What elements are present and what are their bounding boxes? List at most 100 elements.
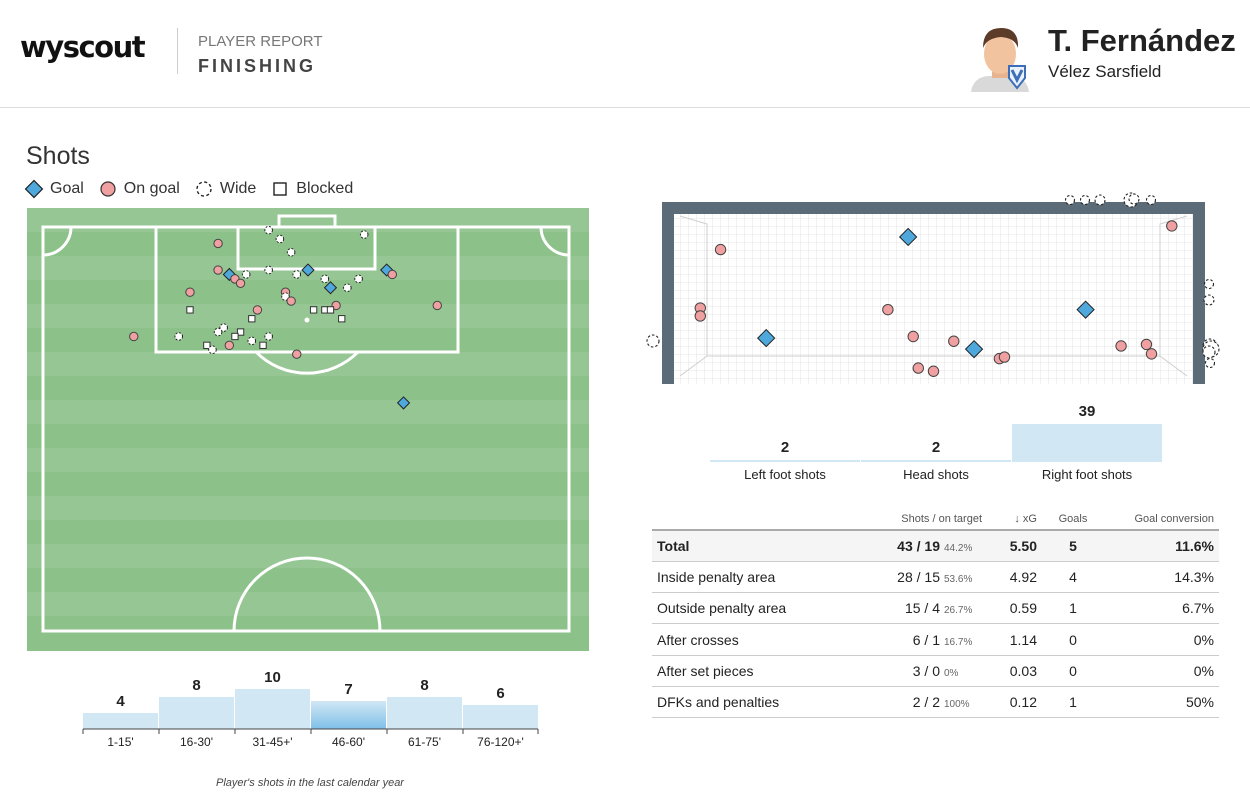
wide-dashed-circle-icon — [196, 181, 212, 197]
shot-on-goal-mark — [129, 331, 139, 342]
on-goal-circle-icon — [100, 181, 116, 197]
shot-wide-mark — [292, 270, 302, 279]
row-conversion: 0% — [1104, 654, 1219, 687]
shot-on-goal-mark — [694, 310, 706, 322]
bar-category-label: 76-120+' — [477, 735, 524, 749]
bar-minute-interval — [235, 689, 310, 729]
shot-on-goal-mark — [912, 362, 924, 374]
col-shots: Shots / on target — [901, 512, 982, 525]
bar-body-part — [710, 460, 860, 462]
row-shots: 3 / 0 0% — [852, 654, 987, 687]
shot-wide-mark — [241, 270, 251, 279]
row-xg: 5.50 — [987, 528, 1042, 562]
row-shots: 28 / 15 53.6% — [852, 560, 987, 593]
row-goals: 0 — [1042, 654, 1104, 687]
player-team: Vélez Sarsfield — [1048, 62, 1162, 81]
velez-crest-icon — [1008, 65, 1026, 90]
row-goals: 4 — [1042, 560, 1104, 593]
shot-blocked-mark — [231, 332, 239, 341]
row-shots: 2 / 2 100% — [852, 685, 987, 719]
header-divider — [177, 28, 178, 74]
legend-blocked-label: Blocked — [296, 180, 354, 197]
bar-category-label: 31-45+' — [253, 735, 293, 749]
shot-wide-mark — [320, 274, 330, 284]
goal-net — [668, 208, 1199, 384]
bar-value-label: 39 — [1079, 403, 1096, 420]
legend-wide-label: Wide — [219, 180, 257, 197]
shot-goal-mark — [1076, 300, 1095, 319]
goal-view — [646, 192, 1220, 384]
report-header: wyscout PLAYER REPORT FINISHING T. Ferná… — [0, 0, 1250, 108]
bar-value-label: 8 — [420, 677, 428, 694]
off-target-marks — [646, 192, 1220, 369]
shot-wide-mark — [219, 323, 228, 332]
shot-on-goal-mark — [714, 243, 727, 256]
bar-body-part — [861, 460, 1011, 462]
bar-minute-interval — [159, 697, 234, 729]
chart-caption: Player's shots in the last calendar year — [216, 777, 404, 789]
legend-blocked: Blocked — [270, 179, 353, 199]
shot-blocked-mark — [203, 341, 211, 349]
shot-on-goal-mark — [948, 335, 960, 347]
shots-title: Shots — [26, 142, 90, 170]
shot-wide-mark — [174, 332, 184, 341]
row-shots: 43 / 19 44.2% — [852, 528, 987, 562]
row-goals: 1 — [1042, 685, 1104, 719]
row-label: Outside penalty area — [652, 592, 852, 624]
body-part-bars: 2 Left foot shots 2 Head shots 39 Right foot … — [710, 403, 1162, 482]
shot-goal-mark — [898, 227, 918, 247]
report-type: PLAYER REPORT — [198, 33, 323, 50]
shots-legend: Goal On goal Wide Blocked — [24, 178, 367, 200]
shot-on-goal-mark — [1166, 220, 1178, 232]
shot-on-goal-mark — [213, 238, 223, 249]
legend-goal-label: Goal — [50, 180, 84, 197]
row-label: After crosses — [652, 623, 852, 656]
finishing-table: Shots / on target ↓ xG Goals Goal conver… — [652, 508, 1219, 719]
bar-value-label: 2 — [932, 439, 940, 456]
shot-blocked-mark — [236, 328, 245, 336]
shot-wide-mark — [213, 327, 223, 337]
row-label: After set pieces — [652, 654, 852, 687]
row-conversion: 6.7% — [1104, 592, 1219, 624]
row-conversion: 50% — [1104, 685, 1219, 719]
bar-category-label: 61-75' — [408, 735, 441, 749]
col-label — [652, 508, 852, 530]
row-goals: 1 — [1042, 592, 1104, 624]
table-row-inside-box: Inside penalty area 28 / 15 53.6% 4.92 4 … — [652, 560, 1219, 593]
blocked-square-icon — [273, 182, 287, 196]
bar-minute-interval — [463, 705, 538, 729]
shot-goal-mark — [301, 263, 315, 277]
shot-blocked-mark — [309, 306, 318, 314]
shot-on-goal-mark — [286, 296, 296, 306]
bar-body-part — [1012, 424, 1162, 462]
shot-on-goal-mark — [213, 265, 223, 275]
col-goals: Goals — [1058, 512, 1088, 525]
row-xg: 4.92 — [987, 560, 1042, 593]
shot-on-goal-mark — [998, 351, 1011, 363]
shot-on-goal-mark — [224, 340, 235, 351]
bar-value-label: 2 — [781, 439, 789, 456]
player-avatar — [971, 28, 1029, 92]
legend-goal: Goal — [24, 179, 84, 199]
shot-on-goal-mark — [252, 305, 263, 315]
shot-wide-mark — [286, 248, 296, 257]
bar-minute-interval — [311, 701, 386, 729]
row-label: Inside penalty area — [652, 560, 852, 593]
table-row-after-crosses: After crosses 6 / 1 16.7% 1.14 0 0% — [652, 623, 1219, 656]
row-xg: 0.59 — [987, 592, 1042, 624]
row-shots: 6 / 1 16.7% — [852, 623, 987, 656]
shot-on-goal-mark — [907, 330, 919, 343]
table-header: Shots / on target ↓ xG Goals Goal conver… — [652, 508, 1219, 530]
bar-value-label: 7 — [344, 681, 352, 698]
legend-on-goal: On goal — [98, 179, 180, 199]
shot-wide-mark — [359, 230, 369, 239]
bar-category-label: Right foot shots — [1042, 467, 1133, 482]
shot-goal-mark — [964, 339, 984, 359]
shot-wide-mark — [354, 274, 363, 284]
shot-blocked-mark — [326, 306, 335, 314]
col-xg: ↓ xG — [1014, 512, 1037, 525]
bar-minute-interval — [83, 713, 158, 729]
report-name: FINISHING — [198, 56, 317, 76]
bar-category-label: 1-15' — [107, 735, 133, 749]
shot-on-goal-mark — [1115, 340, 1127, 352]
